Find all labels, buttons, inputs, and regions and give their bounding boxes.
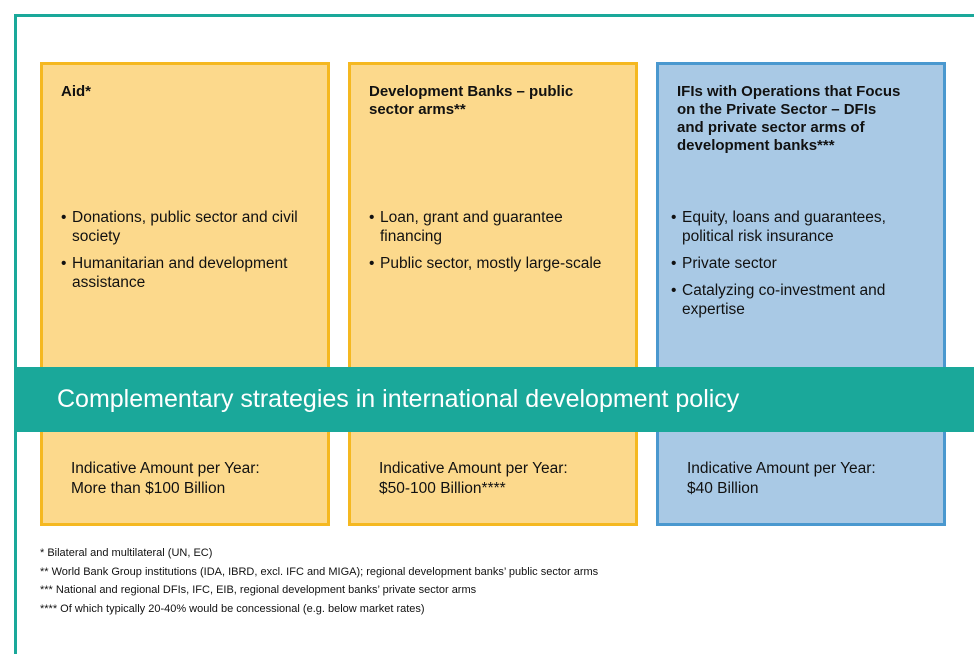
amount-label: Indicative Amount per Year: bbox=[379, 460, 568, 477]
frame bbox=[14, 14, 974, 654]
amount-value: More than $100 Billion bbox=[71, 480, 226, 497]
banner: Complementary strategies in internationa… bbox=[17, 367, 974, 432]
amount-value: $40 Billion bbox=[687, 480, 759, 497]
column-title: Aid* bbox=[61, 83, 91, 100]
footnotes: * Bilateral and multilateral (UN, EC) **… bbox=[40, 544, 598, 618]
bullet: Humanitarian and development assistance bbox=[61, 254, 311, 292]
column-title: Development Banks – public sector arms** bbox=[369, 83, 574, 118]
footnote: * Bilateral and multilateral (UN, EC) bbox=[40, 547, 213, 559]
bullet: Equity, loans and guarantees, political … bbox=[671, 208, 936, 246]
amount-label: Indicative Amount per Year: bbox=[71, 460, 260, 477]
bullet-list: Equity, loans and guarantees, political … bbox=[671, 208, 936, 327]
column-title: IFIs with Operations that Focus on the P… bbox=[677, 83, 901, 154]
bullet-list: Donations, public sector and civil socie… bbox=[61, 208, 311, 300]
amount-label: Indicative Amount per Year: bbox=[687, 460, 876, 477]
footnote: ** World Bank Group institutions (IDA, I… bbox=[40, 565, 599, 578]
bullet: Public sector, mostly large-scale bbox=[369, 254, 619, 273]
bullet: Loan, grant and guarantee financing bbox=[369, 208, 619, 246]
column-ifis: IFIs with Operations that Focus on the P… bbox=[656, 62, 946, 526]
column-aid: Aid* Donations, public sector and civil … bbox=[40, 62, 330, 526]
amount: Indicative Amount per Year: $50-100 Bill… bbox=[379, 459, 568, 499]
amount: Indicative Amount per Year: $40 Billion bbox=[687, 459, 876, 499]
column-development-banks: Development Banks – public sector arms**… bbox=[348, 62, 638, 526]
amount: Indicative Amount per Year: More than $1… bbox=[71, 459, 260, 499]
footnote: *** National and regional DFIs, IFC, EIB… bbox=[40, 584, 477, 596]
footnote: **** Of which typically 20-40% would be … bbox=[40, 602, 425, 615]
bullet: Private sector bbox=[671, 254, 936, 273]
bullet-list: Loan, grant and guarantee financing Publ… bbox=[369, 208, 619, 281]
bullet: Donations, public sector and civil socie… bbox=[61, 208, 311, 246]
bullet: Catalyzing co-investment and expertise bbox=[671, 281, 936, 319]
amount-value: $50-100 Billion**** bbox=[379, 480, 506, 497]
page: Aid* Donations, public sector and civil … bbox=[0, 0, 974, 631]
